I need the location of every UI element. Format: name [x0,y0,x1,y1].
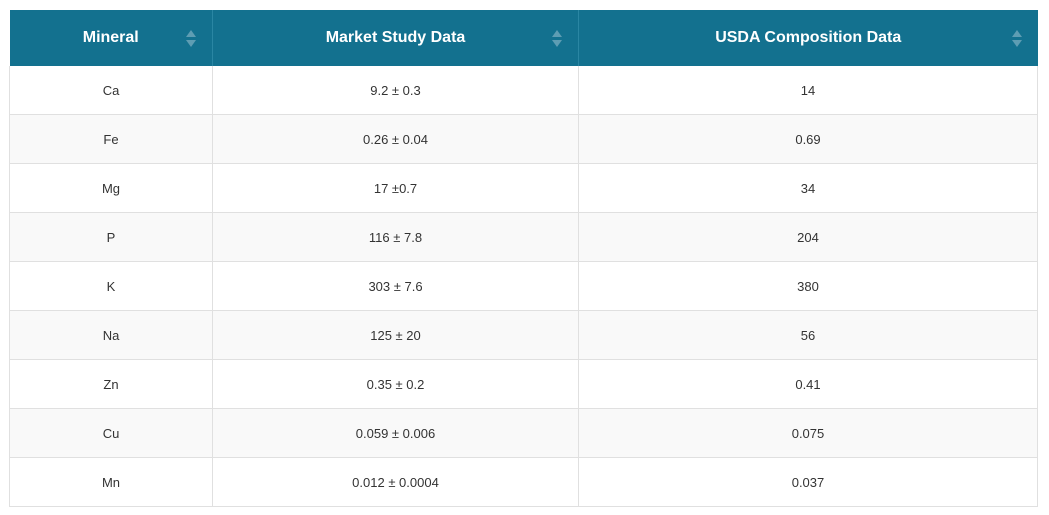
cell-usda: 0.037 [578,457,1038,507]
data-table-container: Mineral Market Study Data USDA Compositi… [9,10,1038,507]
cell-usda: 380 [578,261,1038,311]
cell-market-study: 0.012 ± 0.0004 [212,457,579,507]
cell-market-study: 125 ± 20 [212,310,579,360]
cell-usda: 204 [578,212,1038,262]
cell-mineral: Na [9,310,213,360]
cell-market-study: 116 ± 7.8 [212,212,579,262]
table-row: Fe 0.26 ± 0.04 0.69 [9,114,1038,164]
cell-usda: 0.69 [578,114,1038,164]
table-body: Ca 9.2 ± 0.3 14 Fe 0.26 ± 0.04 0.69 Mg 1… [9,66,1038,507]
table-row: Mg 17 ±0.7 34 [9,163,1038,213]
column-header-market-study-data[interactable]: Market Study Data [212,10,579,66]
cell-usda: 0.075 [578,408,1038,458]
cell-mineral: Cu [9,408,213,458]
table-row: P 116 ± 7.8 204 [9,212,1038,262]
table-row: Zn 0.35 ± 0.2 0.41 [9,359,1038,409]
cell-market-study: 17 ±0.7 [212,163,579,213]
cell-mineral: Mn [9,457,213,507]
cell-market-study: 303 ± 7.6 [212,261,579,311]
table-row: Na 125 ± 20 56 [9,310,1038,360]
cell-market-study: 0.059 ± 0.006 [212,408,579,458]
sort-arrows-icon[interactable] [552,27,562,49]
column-header-usda-composition-data[interactable]: USDA Composition Data [578,10,1038,66]
table-header: Mineral Market Study Data USDA Compositi… [9,10,1038,66]
cell-usda: 14 [578,66,1038,115]
sort-arrows-icon[interactable] [1011,27,1022,49]
sort-arrows-icon[interactable] [186,27,196,49]
cell-mineral: Fe [9,114,213,164]
cell-mineral: Mg [9,163,213,213]
cell-mineral: K [9,261,213,311]
cell-mineral: Zn [9,359,213,409]
column-header-mineral[interactable]: Mineral [9,10,213,66]
table-row: Ca 9.2 ± 0.3 14 [9,66,1038,115]
table-row: Cu 0.059 ± 0.006 0.075 [9,408,1038,458]
column-header-label: Market Study Data [325,29,466,46]
cell-mineral: P [9,212,213,262]
column-header-label: USDA Composition Data [715,29,902,46]
table-row: Mn 0.012 ± 0.0004 0.037 [9,457,1038,507]
cell-usda: 56 [578,310,1038,360]
header-row: Mineral Market Study Data USDA Compositi… [9,10,1038,66]
cell-usda: 0.41 [578,359,1038,409]
cell-market-study: 0.26 ± 0.04 [212,114,579,164]
cell-mineral: Ca [9,66,213,115]
mineral-table: Mineral Market Study Data USDA Compositi… [9,10,1038,507]
column-header-label: Mineral [82,29,139,46]
cell-market-study: 9.2 ± 0.3 [212,66,579,115]
cell-usda: 34 [578,163,1038,213]
cell-market-study: 0.35 ± 0.2 [212,359,579,409]
table-row: K 303 ± 7.6 380 [9,261,1038,311]
